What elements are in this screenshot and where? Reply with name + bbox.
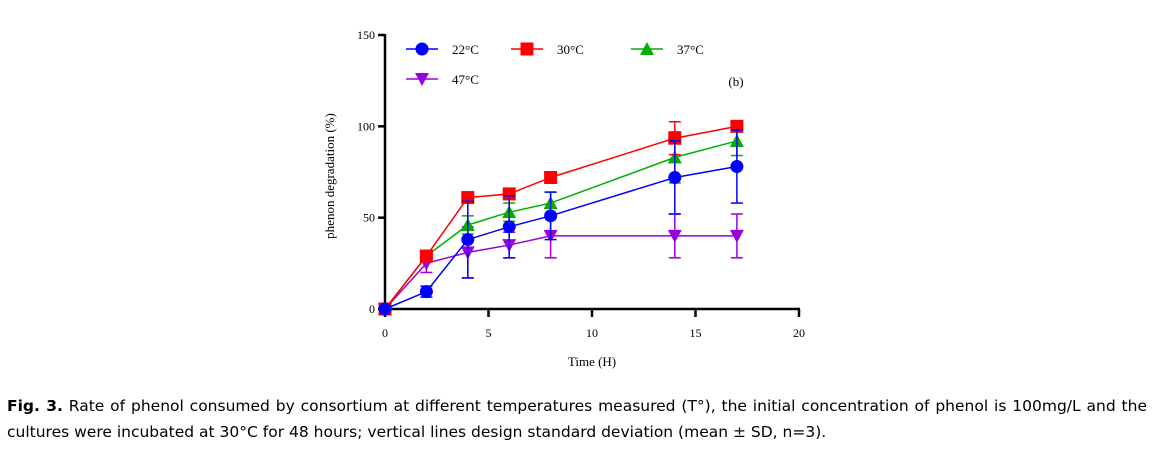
x-axis-title: Time (H)	[568, 354, 616, 369]
x-tick-label: 0	[382, 326, 388, 340]
data-point	[544, 170, 558, 184]
y-tick-label: 100	[357, 119, 375, 133]
legend-label: 47°C	[452, 72, 479, 87]
series-47C	[378, 213, 744, 316]
data-point	[730, 160, 744, 174]
series-line	[384, 125, 738, 310]
data-point	[419, 249, 433, 263]
y-tick-label: 150	[357, 28, 375, 42]
x-tick-label: 5	[486, 326, 492, 340]
legend-label: 22°C	[452, 42, 479, 57]
legend-marker	[640, 42, 654, 55]
data-point	[502, 187, 516, 201]
legend-marker	[415, 73, 429, 86]
data-point	[419, 285, 433, 299]
legend-marker	[520, 42, 534, 56]
y-tick-label: 50	[363, 211, 375, 225]
data-point	[502, 220, 516, 234]
legend-item-37C: 37°C	[631, 42, 704, 57]
series-30C	[378, 119, 744, 316]
legend-item-47C: 47°C	[406, 72, 479, 87]
panel-label: (b)	[728, 74, 743, 89]
data-point	[668, 170, 682, 184]
series-37C	[378, 125, 744, 315]
series-line	[384, 165, 738, 310]
x-tick-label: 20	[793, 326, 805, 340]
caption-label: Fig. 3.	[7, 397, 63, 415]
series-layer	[378, 119, 744, 316]
x-tick-label: 15	[690, 326, 702, 340]
chart: 0 50 100 150 0 5 10 15 20 22°C 30°C 37°C 47°C (b) T…	[322, 28, 805, 369]
y-tick-label: 0	[369, 302, 375, 316]
data-point	[729, 229, 744, 243]
axes: 0 50 100 150 0 5 10 15 20	[357, 28, 805, 340]
legend-item-22C: 22°C	[406, 42, 479, 57]
y-axis-title: phenon degradation (%)	[322, 113, 337, 239]
data-point	[667, 229, 682, 243]
data-point	[461, 233, 475, 247]
series-22C	[378, 129, 744, 316]
data-point	[378, 302, 392, 316]
caption-text: Rate of phenol consumed by consortium at…	[7, 397, 1147, 441]
data-point	[544, 209, 558, 223]
legend-item-30C: 30°C	[511, 42, 584, 57]
figure-caption: Fig. 3. Rate of phenol consumed by conso…	[7, 393, 1147, 445]
legend-label: 37°C	[677, 42, 704, 57]
legend: 22°C 30°C 37°C 47°C	[406, 42, 704, 87]
series-line	[384, 140, 738, 310]
legend-marker	[415, 42, 429, 56]
x-tick-label: 10	[586, 326, 598, 340]
legend-label: 30°C	[557, 42, 584, 57]
